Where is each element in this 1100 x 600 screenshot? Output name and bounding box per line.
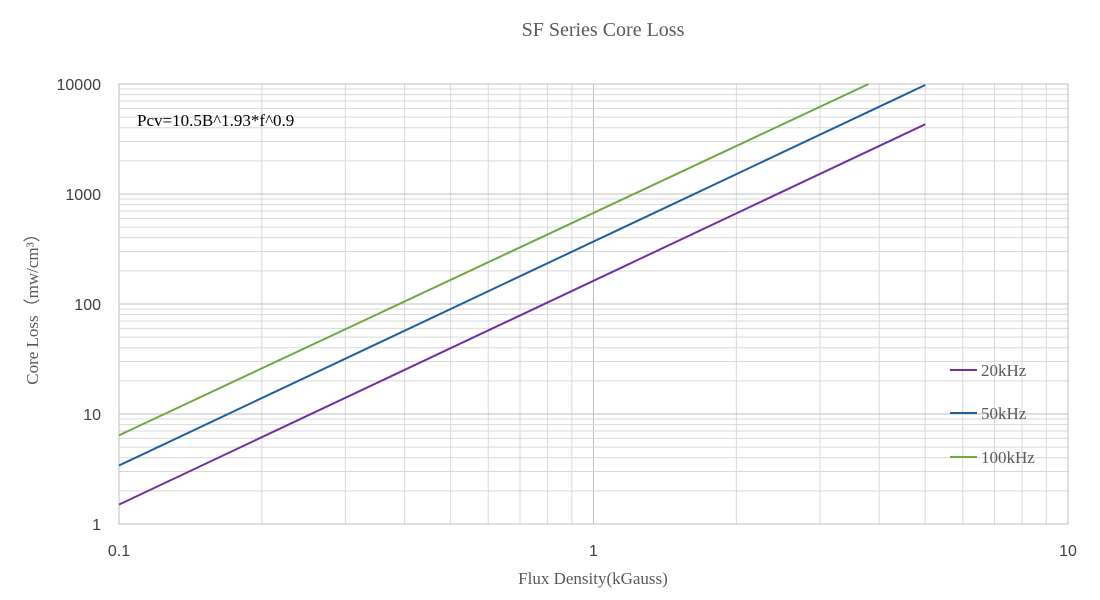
- legend-label: 50kHz: [981, 404, 1027, 423]
- series-line-50kHz: [118, 84, 926, 467]
- x-tick-label: 1: [589, 543, 598, 560]
- legend-item: 100kHz: [950, 448, 1035, 467]
- series-line-100kHz: [118, 83, 870, 437]
- y-tick-label: 1: [92, 517, 101, 534]
- legend-item: 20kHz: [950, 361, 1027, 380]
- legend-label: 20kHz: [981, 361, 1027, 380]
- series-line-20kHz: [118, 123, 926, 506]
- x-tick-labels: 0.1 1 10: [108, 543, 1077, 560]
- legend-item: 50kHz: [950, 404, 1027, 423]
- x-axis-label: Flux Density(kGauss): [518, 569, 668, 588]
- y-axis-label: Core Loss（mw/cm³）: [23, 225, 42, 385]
- y-tick-label: 1000: [65, 187, 101, 204]
- legend-label: 100kHz: [981, 448, 1035, 467]
- y-tick-labels: 1 10 100 1000 10000: [57, 77, 102, 534]
- y-tick-label: 10: [83, 407, 101, 424]
- plot-area-frame: [118, 83, 1069, 525]
- grid-lines: [118, 84, 1068, 525]
- legend: 20kHz 50kHz 100kHz: [950, 361, 1035, 467]
- chart-title: SF Series Core Loss: [522, 19, 685, 41]
- x-tick-label: 10: [1059, 543, 1077, 560]
- formula-annotation: Pcv=10.5B^1.93*f^0.9: [137, 111, 294, 130]
- y-tick-label: 100: [74, 297, 101, 314]
- series-lines: [118, 83, 926, 506]
- y-tick-label: 10000: [57, 77, 102, 94]
- x-tick-label: 0.1: [108, 543, 130, 560]
